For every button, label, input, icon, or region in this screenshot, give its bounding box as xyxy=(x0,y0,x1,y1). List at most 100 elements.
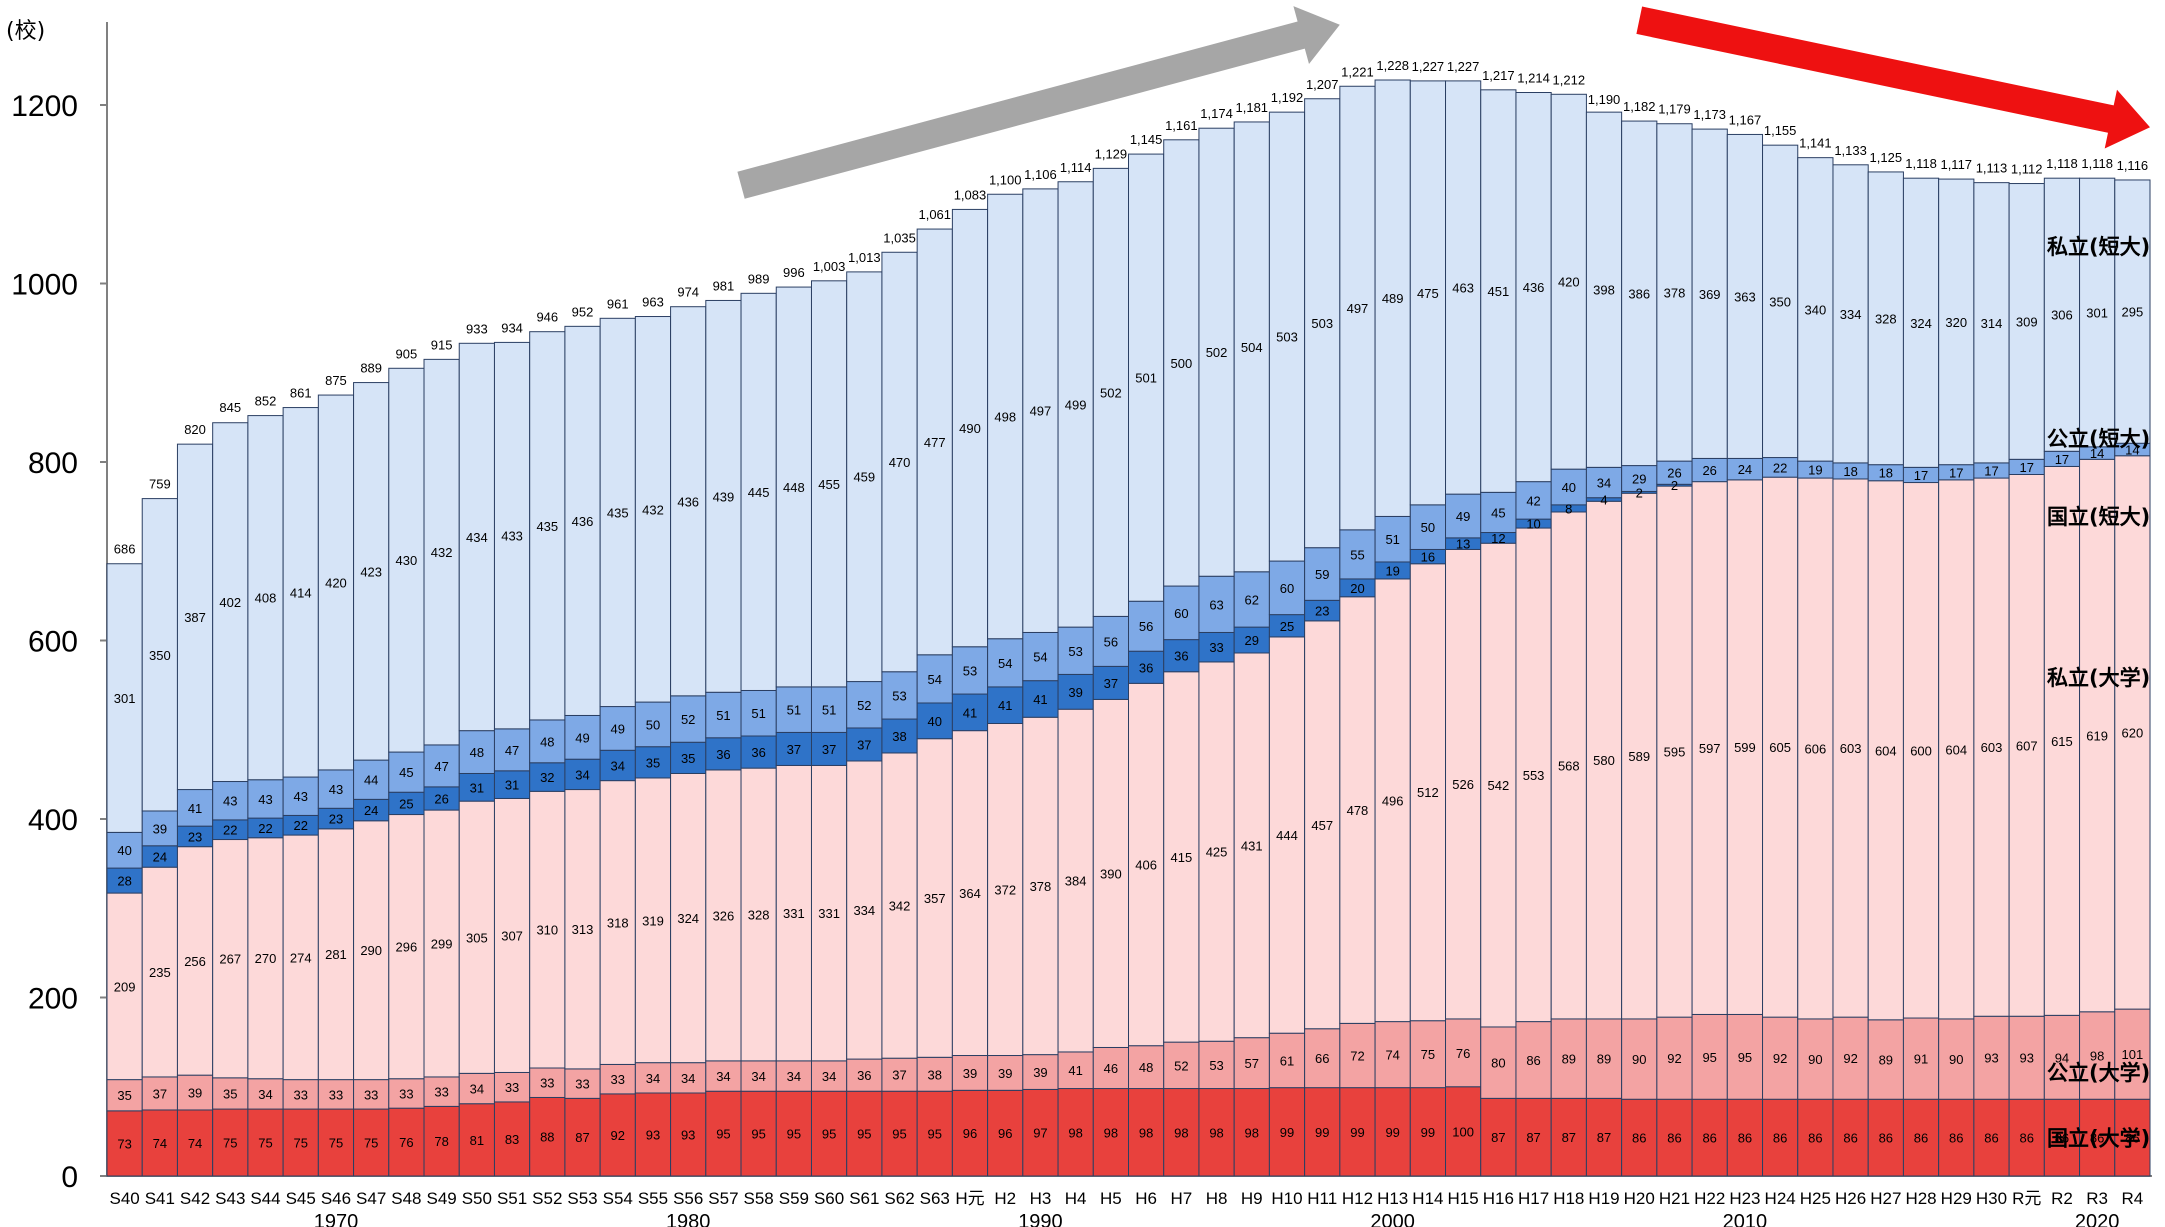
segment-label: 35 xyxy=(646,755,660,770)
segment-label: 23 xyxy=(188,829,202,844)
segment-label: 22 xyxy=(258,821,272,836)
y-tick-label: 600 xyxy=(28,626,78,659)
total-label: 952 xyxy=(572,304,594,319)
bar-private-univ xyxy=(1515,527,1552,1023)
segment-label: 526 xyxy=(1452,777,1474,792)
segment-label: 54 xyxy=(928,672,942,687)
x-tick-label: H18 xyxy=(1553,1189,1584,1208)
segment-label: 310 xyxy=(536,923,558,938)
bar-private-jc xyxy=(1797,157,1834,462)
total-label: 1,141 xyxy=(1799,136,1832,151)
bar-public-univ xyxy=(564,1068,601,1099)
segment-label: 497 xyxy=(1030,404,1052,419)
segment-label: 34 xyxy=(1597,476,1611,491)
segment-label: 89 xyxy=(1562,1052,1576,1067)
total-label: 989 xyxy=(748,271,770,286)
segment-label: 87 xyxy=(1526,1130,1540,1145)
bar-national-univ xyxy=(1867,1098,1904,1177)
bar-private-jc xyxy=(634,316,672,703)
bar-private-univ xyxy=(2043,465,2081,1016)
segment-label: 309 xyxy=(2016,314,2038,329)
bar-national-jc xyxy=(881,718,918,754)
segment-label: 328 xyxy=(1875,311,1897,326)
bar-private-univ xyxy=(1092,698,1130,1048)
total-label: 1,118 xyxy=(2081,156,2113,171)
total-label: 1,003 xyxy=(813,259,846,274)
segment-label: 597 xyxy=(1699,741,1721,756)
bar-private-jc xyxy=(1515,92,1552,483)
segment-label: 93 xyxy=(646,1127,660,1142)
segment-label: 33 xyxy=(1209,640,1223,655)
segment-label: 305 xyxy=(466,930,488,945)
bar-national-univ xyxy=(1762,1098,1799,1177)
x-tick-label: H21 xyxy=(1659,1189,1690,1208)
segment-label: 51 xyxy=(716,708,730,723)
segment-label: 17 xyxy=(1949,465,1963,480)
segment-label: 22 xyxy=(293,818,307,833)
bar-public-univ xyxy=(634,1062,672,1094)
bar-public-univ xyxy=(353,1079,390,1110)
x-tick-label: H25 xyxy=(1800,1189,1831,1208)
bar-private-univ xyxy=(1374,578,1411,1023)
bar-national-univ xyxy=(1445,1086,1482,1177)
segment-label: 87 xyxy=(575,1130,589,1145)
bar-public-univ xyxy=(951,1055,989,1091)
segment-label: 75 xyxy=(293,1136,307,1151)
segment-label: 36 xyxy=(716,747,730,762)
x-tick-label: S62 xyxy=(884,1189,914,1208)
x-tick-label: S56 xyxy=(673,1189,703,1208)
segment-label: 432 xyxy=(642,502,664,517)
total-label: 1,207 xyxy=(1306,77,1339,92)
segment-label: 235 xyxy=(149,965,171,980)
segment-label: 34 xyxy=(681,1071,695,1086)
segment-label: 328 xyxy=(748,907,770,922)
segment-label: 318 xyxy=(607,916,629,931)
data-labels: 7335209284030168674372352439350759743925… xyxy=(114,58,2148,1151)
bar-private-jc xyxy=(353,382,390,761)
segment-label: 2 xyxy=(1671,478,1678,493)
segment-label: 299 xyxy=(431,937,453,952)
x-tick-label: H19 xyxy=(1588,1189,1619,1208)
segment-label: 86 xyxy=(2055,1131,2069,1146)
bar-national-univ xyxy=(1585,1097,1623,1177)
bar-private-jc xyxy=(2079,177,2116,448)
segment-label: 48 xyxy=(470,745,484,760)
bar-private-jc xyxy=(1057,181,1094,628)
bar-national-univ xyxy=(2043,1098,2081,1177)
segment-label: 475 xyxy=(1417,286,1439,301)
bar-national-jc xyxy=(599,749,636,782)
bar-public-univ xyxy=(1022,1054,1059,1090)
segment-label: 41 xyxy=(188,801,202,816)
bar-private-univ xyxy=(1973,477,2010,1017)
segment-label: 62 xyxy=(1245,592,1259,607)
total-label: 1,214 xyxy=(1517,71,1550,86)
bar-public-univ xyxy=(1480,1026,1517,1099)
bar-public-univ xyxy=(1621,1018,1658,1100)
bar-national-jc xyxy=(775,731,812,766)
bar-public-univ xyxy=(1867,1019,1904,1100)
segment-label: 41 xyxy=(998,698,1012,713)
segment-label: 75 xyxy=(364,1136,378,1151)
x-tick-label: S45 xyxy=(286,1189,316,1208)
segment-label: 384 xyxy=(1065,874,1087,889)
segment-label: 420 xyxy=(1558,275,1580,290)
bar-private-jc xyxy=(212,422,249,783)
bar-national-univ xyxy=(1233,1088,1270,1177)
bar-public-univ xyxy=(529,1067,566,1098)
x-tick-label: S61 xyxy=(849,1189,879,1208)
total-label: 889 xyxy=(360,361,382,376)
bar-national-univ xyxy=(2114,1098,2151,1177)
segment-label: 96 xyxy=(998,1126,1012,1141)
segment-label: 39 xyxy=(963,1066,977,1081)
segment-label: 86 xyxy=(1914,1131,1928,1146)
segment-label: 324 xyxy=(677,911,699,926)
bar-public-univ xyxy=(493,1071,531,1103)
segment-label: 36 xyxy=(857,1068,871,1083)
bar-private-univ xyxy=(423,809,460,1078)
segment-label: 86 xyxy=(2090,1131,2104,1146)
bar-private-univ xyxy=(212,839,249,1079)
bar-public-jc xyxy=(141,810,178,847)
segment-label: 17 xyxy=(2019,460,2033,475)
segment-label: 290 xyxy=(360,943,382,958)
bar-public-univ xyxy=(1339,1022,1376,1089)
